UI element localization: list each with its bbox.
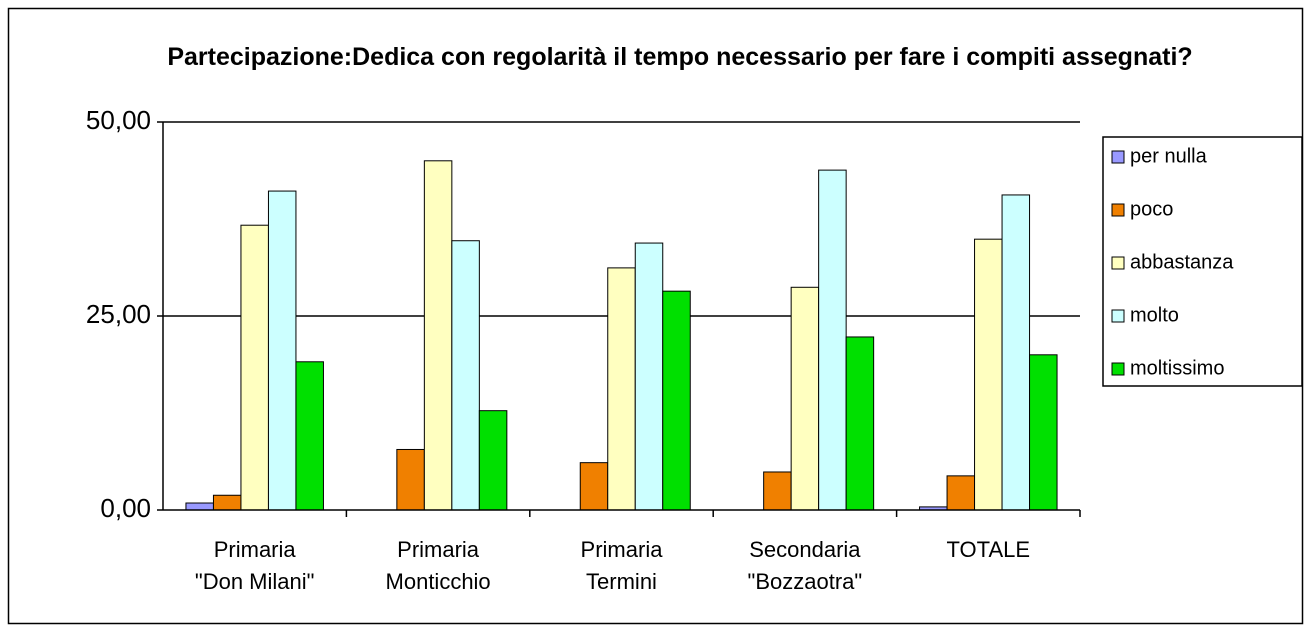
legend-label: moltissimo <box>1130 357 1224 379</box>
bar <box>478 410 508 511</box>
bar <box>579 462 609 511</box>
bar <box>763 471 792 511</box>
y-tick-label: 50,00 <box>86 105 151 135</box>
x-tick-label: Primaria <box>214 537 297 562</box>
y-tick-label: 25,00 <box>86 299 151 329</box>
x-tick-label: Primaria <box>397 537 480 562</box>
bar <box>1029 354 1058 511</box>
bar <box>396 448 425 511</box>
bar <box>423 160 453 511</box>
legend-label: abbastanza <box>1130 251 1234 273</box>
bar <box>267 190 297 511</box>
bar <box>295 361 324 511</box>
bar <box>1001 194 1031 511</box>
bar <box>185 502 214 511</box>
bar <box>845 336 875 511</box>
bar <box>240 224 269 511</box>
bar <box>946 475 976 511</box>
x-tick-label: TOTALE <box>947 537 1031 562</box>
legend-swatch <box>1111 309 1125 323</box>
legend-label: per nulla <box>1130 145 1208 167</box>
bar <box>451 240 480 511</box>
chart-title: Partecipazione:Dedica con regolarità il … <box>167 43 1193 71</box>
legend-swatch <box>1111 362 1125 376</box>
bar <box>790 286 820 511</box>
bar <box>607 267 636 511</box>
x-tick-label: Secondaria <box>749 537 861 562</box>
legend-swatch <box>1111 150 1125 164</box>
x-tick-label: "Bozzaotra" <box>748 569 863 594</box>
y-tick-label: 0,00 <box>100 493 151 523</box>
legend-label: poco <box>1130 198 1173 220</box>
bar <box>974 238 1003 511</box>
x-tick-label: Primaria <box>581 537 664 562</box>
bar <box>634 242 664 511</box>
legend-swatch <box>1111 256 1125 270</box>
x-tick-label: Termini <box>586 569 657 594</box>
legend-label: molto <box>1130 304 1179 326</box>
x-tick-label: Monticchio <box>386 569 491 594</box>
legend-box <box>1102 136 1303 387</box>
bar <box>662 290 691 511</box>
bar <box>818 169 847 511</box>
bar <box>212 494 242 511</box>
x-tick-label: "Don Milani" <box>195 569 315 594</box>
legend-swatch <box>1111 203 1125 217</box>
